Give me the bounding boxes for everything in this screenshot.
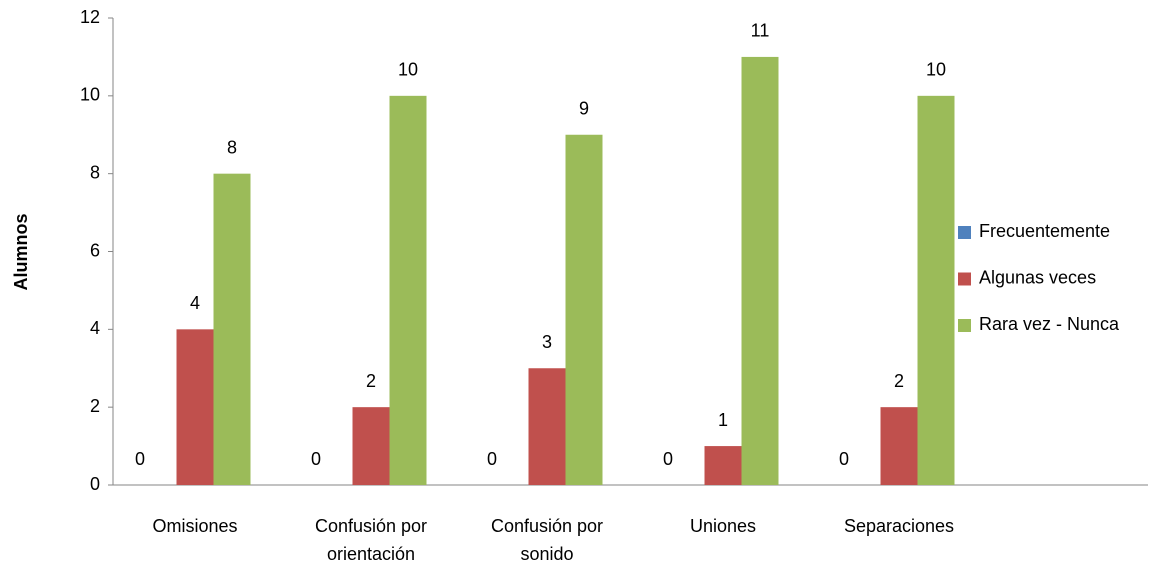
legend-swatch <box>958 226 971 239</box>
bar <box>176 329 214 485</box>
data-label: 4 <box>190 293 200 313</box>
data-label: 0 <box>839 449 849 469</box>
data-label: 1 <box>718 410 728 430</box>
bar <box>528 368 566 485</box>
data-label: 0 <box>487 449 497 469</box>
y-tick-label: 4 <box>90 318 100 338</box>
bar <box>880 407 918 485</box>
y-tick-label: 8 <box>90 162 100 182</box>
x-tick-label: Uniones <box>690 516 756 536</box>
legend-label: Rara vez - Nunca <box>979 314 1120 334</box>
bar <box>389 95 427 485</box>
data-label: 2 <box>894 371 904 391</box>
y-tick-label: 2 <box>90 396 100 416</box>
data-label: 0 <box>135 449 145 469</box>
data-label: 9 <box>579 99 589 119</box>
bar <box>565 134 603 485</box>
bar <box>352 407 390 485</box>
data-label: 8 <box>227 137 237 157</box>
bar <box>741 56 779 486</box>
y-tick-label: 12 <box>80 7 100 27</box>
bar <box>704 446 742 485</box>
x-tick-label: Separaciones <box>844 516 954 536</box>
y-tick-label: 6 <box>90 240 100 260</box>
data-label: 11 <box>751 21 770 41</box>
bar <box>917 95 955 485</box>
y-axis-label: Alumnos <box>11 213 31 290</box>
y-tick-label: 0 <box>90 474 100 494</box>
legend-swatch <box>958 272 971 286</box>
x-tick-label: Confusión por sonido <box>491 516 603 564</box>
data-label: 0 <box>663 449 673 469</box>
data-label: 2 <box>366 371 376 391</box>
legend-label: Algunas veces <box>979 267 1096 287</box>
legend-label: Frecuentemente <box>979 221 1110 241</box>
data-label: 0 <box>311 449 321 469</box>
data-label: 3 <box>542 332 552 352</box>
data-label: 10 <box>926 60 946 80</box>
data-label: 10 <box>398 60 418 80</box>
x-tick-label: Confusión por orientación <box>315 516 427 564</box>
x-tick-label: Omisiones <box>152 516 237 536</box>
y-tick-label: 10 <box>80 85 100 105</box>
bar <box>213 173 251 485</box>
legend-swatch <box>958 319 971 332</box>
